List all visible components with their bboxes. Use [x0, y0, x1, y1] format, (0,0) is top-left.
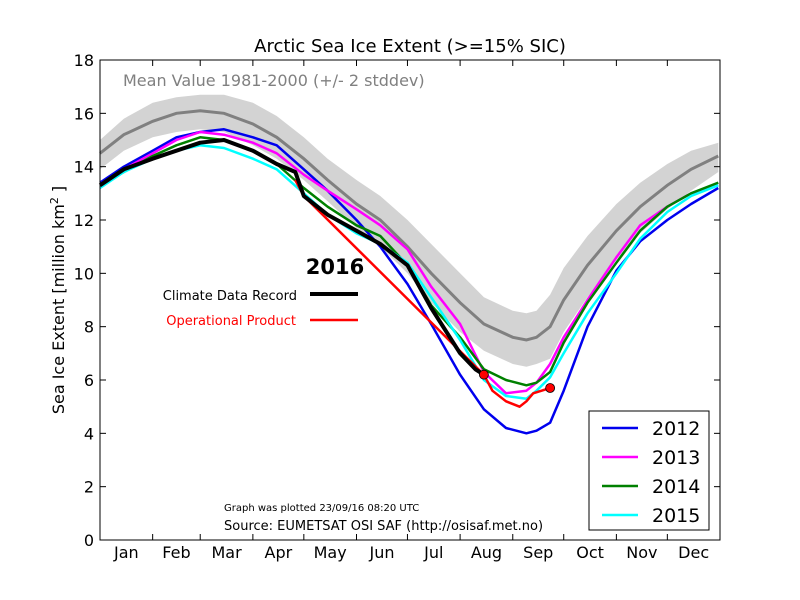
y-tick-label: 12: [74, 211, 94, 230]
plot-frame: [99, 59, 721, 541]
x-tick-label: Nov: [626, 543, 657, 562]
x-tick-label: Apr: [265, 543, 293, 562]
legend-label-2015: 2015: [652, 505, 700, 527]
x-tick-label: Aug: [471, 543, 502, 562]
operational-label: Operational Product: [166, 314, 296, 329]
series-line-2015: [99, 144, 719, 400]
mean-label: Mean Value 1981-2000 (+/- 2 stddev): [123, 71, 425, 90]
x-tick-label: Jan: [113, 543, 139, 562]
legend-label-2012: 2012: [652, 418, 700, 440]
x-tick-label: Feb: [162, 543, 190, 562]
chart-title: Arctic Sea Ice Extent (>=15% SIC): [254, 36, 566, 57]
source-note: Source: EUMETSAT OSI SAF (http://osisaf.…: [224, 519, 543, 534]
plotted-note: Graph was plotted 23/09/16 08:20 UTC: [224, 503, 419, 514]
series-line-2013: [99, 130, 719, 395]
year-2016-label: 2016: [306, 255, 364, 279]
y-tick-label: 14: [74, 158, 94, 177]
operational-marker: [545, 383, 556, 393]
y-tick-label: 6: [84, 371, 94, 390]
y-tick-label: 0: [84, 531, 94, 550]
cdr-label: Climate Data Record: [163, 289, 297, 304]
x-tick-label: Oct: [576, 543, 604, 562]
x-tick-label: Jul: [423, 543, 443, 562]
operational-2016-line: [294, 179, 551, 408]
x-tick-label: May: [314, 543, 347, 562]
x-tick-label: Sep: [523, 543, 553, 562]
y-tick-label: 10: [74, 264, 94, 283]
cdr-2016-line: [98, 138, 485, 377]
y-axis-label: Sea Ice Extent [million km2 ]: [48, 186, 69, 414]
legend-label-2013: 2013: [652, 447, 700, 469]
x-tick-label: Dec: [678, 543, 709, 562]
y-tick-label: 18: [74, 51, 94, 70]
y-tick-label: 2: [84, 478, 94, 497]
operational-marker: [478, 369, 489, 380]
y-tick-label: 8: [84, 318, 94, 337]
legend-label-2014: 2014: [652, 476, 700, 498]
x-tick-label: Jun: [368, 543, 394, 562]
y-tick-label: 4: [84, 424, 94, 443]
legend-box: [588, 410, 710, 531]
mean-line: [99, 109, 719, 342]
x-tick-label: Mar: [211, 543, 242, 562]
y-tick-label: 16: [74, 104, 94, 123]
